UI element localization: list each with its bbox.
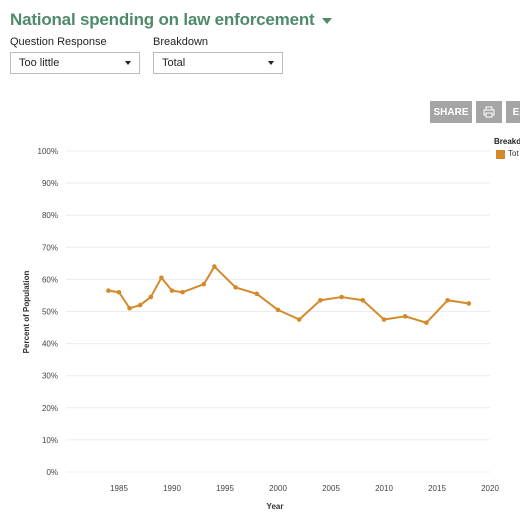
x-tick-labels: 1985 1990 1995 2000 2005 2010 2015 2020 [110,484,499,493]
breakdown-value: Total [162,57,186,69]
data-point[interactable] [148,294,154,300]
data-point[interactable] [318,297,323,303]
data-point[interactable] [233,285,238,290]
x-tick-label: 1985 [110,484,128,493]
x-tick-label: 2000 [269,484,287,493]
data-point[interactable] [201,281,207,287]
data-point[interactable] [402,314,408,319]
x-tick-label: 1990 [163,484,181,493]
chevron-down-icon [268,61,274,65]
y-tick-label: 80% [42,211,58,220]
y-tick-labels: 0% 10% 20% 30% 40% 50% 60% 70% 80% 90% 100% [38,147,58,477]
data-point[interactable] [106,288,111,293]
y-tick-label: 0% [46,468,58,477]
legend-item-label[interactable]: Tot [508,149,519,158]
data-point[interactable] [180,289,185,295]
page-title[interactable]: National spending on law enforcement [10,10,315,29]
chevron-down-icon[interactable] [321,18,332,24]
y-tick-label: 30% [42,372,58,381]
series-layer [106,264,472,326]
y-tick-label: 60% [42,275,58,284]
y-axis-label: Percent of Population [22,271,31,354]
x-tick-label: 1995 [216,484,234,493]
data-point[interactable] [381,317,387,322]
y-tick-label: 10% [42,436,58,445]
data-point[interactable] [339,294,344,300]
y-tick-label: 20% [42,404,58,413]
data-point[interactable] [127,305,132,311]
question-response-label: Question Response [10,36,107,48]
x-tick-label: 2005 [322,484,340,493]
y-tick-label: 90% [42,179,58,188]
data-point[interactable] [445,297,450,303]
x-tick-label: 2015 [428,484,446,493]
breakdown-select[interactable]: Total [153,52,283,74]
x-axis-label: Year [267,502,284,511]
legend-swatch[interactable] [496,150,505,159]
title-row[interactable]: National spending on law enforcement [10,10,332,30]
series-line [108,265,469,324]
data-point[interactable] [212,264,217,269]
y-tick-label: 50% [42,308,58,317]
data-point[interactable] [116,289,122,295]
data-point[interactable] [137,302,143,308]
data-point[interactable] [159,275,164,281]
grid-lines [66,150,490,473]
third-toolbar-button[interactable]: E [506,101,520,123]
data-point[interactable] [360,297,366,303]
printer-icon [483,106,495,118]
print-button[interactable] [476,101,502,123]
y-tick-label: 40% [42,340,58,349]
question-response-value: Too little [19,57,60,69]
breakdown-label: Breakdown [153,36,209,48]
data-point[interactable] [169,288,175,293]
x-tick-label: 2020 [481,484,499,493]
legend-title: Breakd [494,137,520,146]
y-tick-label: 100% [38,147,58,156]
data-point[interactable] [254,291,260,297]
data-point[interactable] [424,320,429,326]
y-tick-label: 70% [42,243,58,252]
chevron-down-icon [125,61,131,65]
question-response-select[interactable]: Too little [10,52,140,74]
x-tick-label: 2010 [375,484,393,493]
data-point[interactable] [296,317,302,322]
data-point[interactable] [275,307,281,313]
share-button[interactable]: SHARE [430,101,472,123]
data-point[interactable] [466,301,472,306]
